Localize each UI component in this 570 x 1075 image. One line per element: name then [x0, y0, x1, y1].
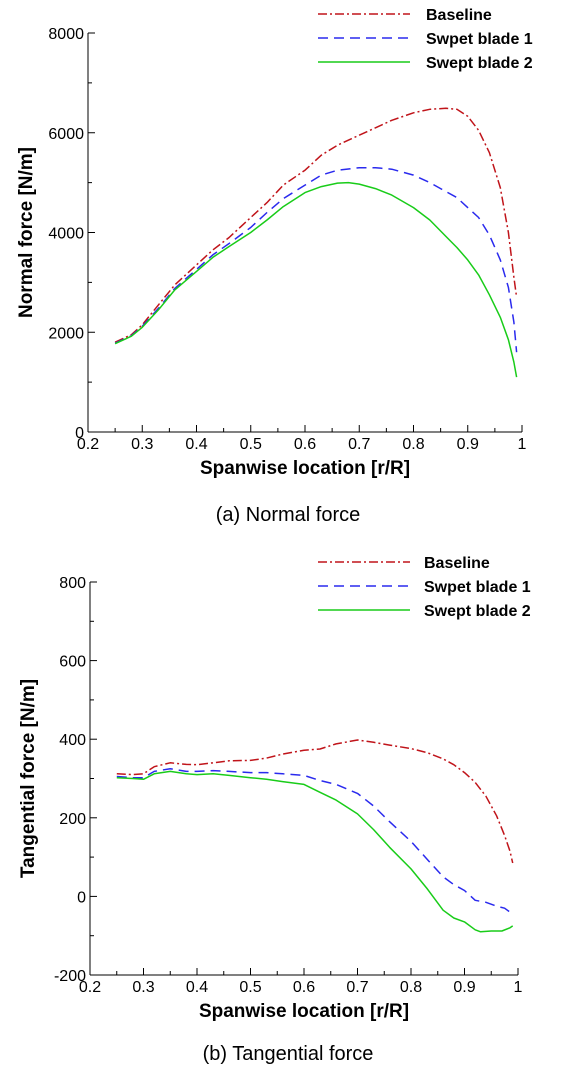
x-tick-label: 0.4 [185, 436, 207, 453]
y-tick-label: 600 [59, 654, 86, 671]
x-tick-label: 0.5 [239, 979, 261, 996]
y-tick-label: 800 [59, 575, 86, 592]
legend-label-1: Baseline [424, 555, 490, 572]
x-tick-label: 0.7 [348, 436, 370, 453]
x-tick-label: 0.9 [453, 979, 475, 996]
series-line-1 [116, 739, 514, 864]
y-tick-label: 4000 [48, 226, 84, 243]
y-tick-label: 2000 [48, 325, 84, 342]
series-line-1 [114, 107, 518, 343]
x-tick-label: 0.2 [77, 436, 99, 453]
figure-caption: (a) Normal force [216, 504, 360, 526]
x-tick-label: 0.8 [402, 436, 424, 453]
legend-label-1: Baseline [426, 7, 492, 24]
x-tick-label: 0.2 [79, 979, 101, 996]
chart-2: 0.2 0.3 0.4 0.5 0.6 0.7 0.8 0.9 1 -200 0 200 400 600 8… [18, 555, 531, 1065]
x-tick-label: 0.4 [186, 979, 208, 996]
y-tick-label: 200 [59, 811, 86, 828]
legend-label-3: Swept blade 2 [424, 603, 531, 620]
y-axis-label: Normal force [N/m] [16, 147, 37, 318]
x-tick-label: 0.8 [400, 979, 422, 996]
y-tick-label: 8000 [48, 26, 84, 43]
chart-1: 0.2 0.3 0.4 0.5 0.6 0.7 0.8 0.9 1 0 2000 4000 6000 80… [16, 7, 533, 526]
y-tick-label: 0 [75, 425, 84, 442]
y-axis-label: Tangential force [N/m] [18, 679, 39, 878]
figure-caption: (b) Tangential force [203, 1043, 374, 1065]
y-tick-label: 0 [77, 889, 86, 906]
x-tick-label: 1 [518, 436, 527, 453]
series-line-3 [116, 770, 514, 933]
x-tick-label: 0.6 [293, 979, 315, 996]
x-tick-label: 0.5 [240, 436, 262, 453]
x-tick-label: 0.3 [131, 436, 153, 453]
y-tick-label: -200 [54, 968, 86, 985]
x-tick-label: 0.3 [132, 979, 154, 996]
series-line-2 [114, 166, 518, 353]
x-tick-label: 1 [514, 979, 523, 996]
series-line-2 [116, 767, 511, 913]
legend-label-3: Swept blade 2 [426, 55, 533, 72]
legend-label-2: Swpet blade 1 [424, 579, 531, 596]
x-tick-label: 0.9 [457, 436, 479, 453]
x-tick-label: 0.6 [294, 436, 316, 453]
y-tick-label: 6000 [48, 126, 84, 143]
legend-label-2: Swpet blade 1 [426, 31, 533, 48]
y-tick-label: 400 [59, 732, 86, 749]
x-axis-label: Spanwise location [r/R] [199, 1001, 409, 1022]
series-line-3 [114, 181, 518, 378]
x-axis-label: Spanwise location [r/R] [200, 458, 410, 479]
x-tick-label: 0.7 [346, 979, 368, 996]
